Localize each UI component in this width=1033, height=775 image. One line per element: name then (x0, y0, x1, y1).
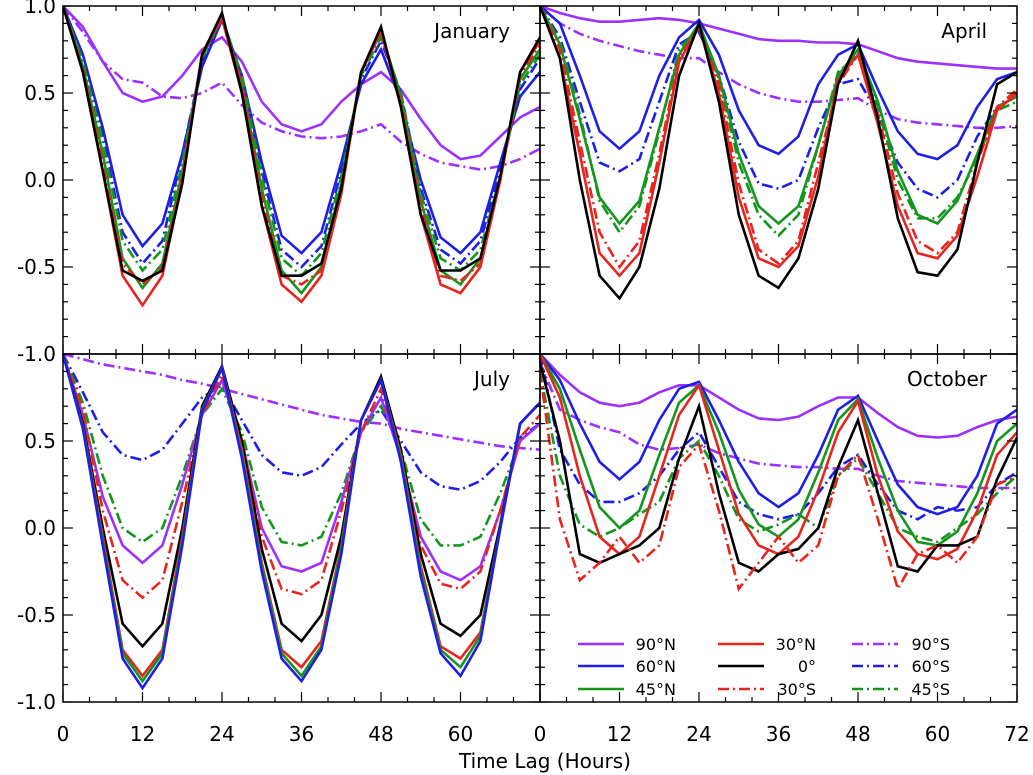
y-tick-label: -0.5 (17, 255, 56, 279)
legend-label-n90: 90°N (636, 635, 676, 654)
series-line-n90 (540, 354, 1017, 439)
y-tick-label: -1.0 (17, 342, 56, 366)
series-line-s90 (63, 354, 540, 451)
x-tick-label: 12 (607, 722, 632, 746)
panel-ticks (62, 5, 541, 355)
panel-title: April (941, 19, 987, 43)
panel-title: January (432, 19, 510, 43)
legend-label-n30: 30°N (776, 635, 816, 654)
series-line-n60 (63, 354, 540, 691)
series-line-eq (63, 6, 540, 283)
x-tick-label: 0 (57, 722, 70, 746)
y-tick-label: 0.0 (24, 168, 56, 192)
series-group (63, 354, 540, 691)
x-axis-label: Time Lag (Hours) (458, 749, 631, 773)
x-tick-label: 60 (925, 722, 950, 746)
series-line-n45 (63, 354, 540, 684)
series-line-s60 (63, 354, 540, 492)
series-line-n90 (63, 354, 540, 582)
series-line-s90 (540, 362, 1017, 490)
series-line-s30 (540, 371, 1017, 593)
series-line-n30 (540, 6, 1017, 278)
y-tick-label: 0.5 (24, 81, 56, 105)
panel-october: October (539, 353, 1018, 703)
legend-label-s60: 60°S (911, 657, 950, 676)
series-group (63, 6, 540, 308)
series-line-n30 (63, 354, 540, 679)
y-tick-label: 0.0 (24, 516, 56, 540)
legend-label-eq: 0° (798, 657, 816, 676)
series-line-s90 (540, 6, 1017, 130)
y-tick-label: 1.0 (24, 0, 56, 18)
y-tick-label: 0.5 (24, 429, 56, 453)
x-tick-label: 12 (130, 722, 155, 746)
panel-july: July (62, 353, 541, 703)
panel-title: July (472, 367, 510, 391)
series-line-n60 (63, 6, 540, 255)
series-line-n60 (540, 6, 1017, 161)
panel-ticks (539, 353, 1018, 703)
series-line-n90 (63, 6, 540, 161)
x-tick-label: 0 (534, 722, 547, 746)
series-line-eq (540, 362, 1017, 574)
series-line-n45 (63, 6, 540, 296)
series-line-n45 (540, 6, 1017, 226)
series-line-s45 (540, 371, 1017, 544)
series-group (540, 354, 1017, 593)
series-line-eq (540, 6, 1017, 301)
series-line-s30 (63, 6, 540, 287)
series-line-s60 (540, 354, 1017, 521)
y-tick-label: -0.5 (17, 603, 56, 627)
legend-label-s45: 45°S (911, 680, 950, 699)
x-tick-label: 36 (289, 722, 314, 746)
y-tick-label: -1.0 (17, 690, 56, 714)
legend-label-s90: 90°S (911, 635, 950, 654)
series-line-s45 (63, 354, 540, 547)
x-tick-label: 48 (368, 722, 393, 746)
x-tick-label: 36 (766, 722, 791, 746)
panel-april: April (539, 5, 1018, 355)
x-tick-label: 48 (845, 722, 870, 746)
x-tick-label: 60 (448, 722, 473, 746)
series-line-s60 (63, 6, 540, 269)
series-line-s30 (540, 6, 1017, 270)
panel-january: January (62, 5, 541, 355)
legend: 90°N 60°N 45°N 30°N 0° 30°S 90°S 60°S 45°S (578, 635, 950, 699)
panel-ticks (539, 5, 1018, 355)
x-tick-label: 24 (209, 722, 234, 746)
series-line-s60 (540, 6, 1017, 199)
x-tick-label: 72 (1004, 722, 1029, 746)
series-line-n60 (540, 354, 1017, 516)
series-line-s90 (63, 6, 540, 171)
series-line-eq (63, 354, 540, 649)
series-line-n90 (540, 6, 1017, 70)
x-tick-label: 24 (686, 722, 711, 746)
series-line-s30 (63, 354, 540, 600)
panel-frame (539, 5, 1018, 355)
series-group (540, 6, 1017, 301)
panel-title: October (907, 367, 988, 391)
legend-label-s30: 30°S (777, 680, 816, 699)
legend-label-n60: 60°N (636, 657, 676, 676)
series-line-s45 (540, 6, 1017, 238)
legend-label-n45: 45°N (636, 680, 676, 699)
series-line-n30 (63, 6, 540, 308)
